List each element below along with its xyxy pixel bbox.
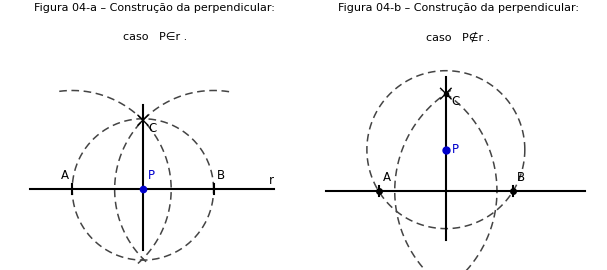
Text: C: C (451, 95, 459, 108)
Text: r: r (269, 174, 274, 187)
Text: P: P (452, 143, 459, 156)
Text: B: B (217, 169, 225, 182)
Text: caso   P∉r .: caso P∉r . (426, 32, 490, 43)
Text: C: C (149, 122, 157, 134)
Text: Figura 04-a – Construção da perpendicular:: Figura 04-a – Construção da perpendicula… (35, 3, 275, 13)
Text: caso   P∈r .: caso P∈r . (123, 32, 187, 42)
Text: B: B (517, 171, 525, 184)
Text: Figura 04-b – Construção da perpendicular:: Figura 04-b – Construção da perpendicula… (337, 3, 579, 13)
Text: A: A (61, 169, 69, 182)
Text: A: A (383, 171, 391, 184)
Text: P: P (148, 169, 155, 182)
